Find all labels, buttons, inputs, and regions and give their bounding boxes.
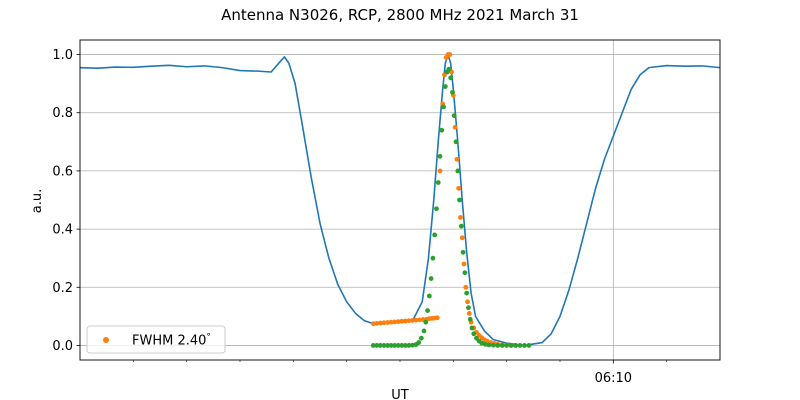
data-point-fwhm (378, 320, 383, 326)
data-point-fit (435, 180, 441, 185)
data-point-fwhm (461, 261, 467, 267)
data-point-fit (450, 89, 455, 95)
data-point-fit (467, 316, 473, 322)
data-point-fit (418, 335, 424, 341)
data-point-fit (430, 255, 436, 261)
data-point-fit (434, 206, 439, 212)
data-point-fit (385, 343, 390, 348)
data-point-fit (513, 343, 518, 348)
data-point-fwhm (463, 284, 469, 290)
data-point-fwhm (456, 185, 462, 191)
data-point-fwhm (452, 124, 458, 130)
data-point-fwhm (413, 317, 419, 323)
data-point-fit (423, 319, 429, 325)
y-axis-label: a.u. (30, 189, 45, 213)
data-point-fit (526, 343, 532, 348)
y-tick-label: 0.2 (52, 281, 73, 296)
data-point-fwhm (406, 318, 412, 324)
data-point-fit (451, 113, 457, 119)
data-point-fit (410, 342, 415, 348)
y-tick-label: 0.0 (52, 339, 73, 354)
data-point-fit (437, 153, 443, 159)
data-point-fit (374, 343, 380, 348)
data-point-fwhm (392, 319, 398, 325)
data-point-fit (446, 66, 452, 72)
data-point-fit (460, 249, 466, 255)
data-point-fit (486, 342, 492, 348)
y-tick-label: 0.6 (52, 164, 73, 179)
plot-series (79, 52, 721, 348)
legend-box (86, 325, 226, 354)
series-line-scan (79, 53, 721, 347)
data-point-fit (482, 341, 488, 347)
data-point-fit (416, 340, 422, 345)
data-point-fwhm (459, 235, 465, 241)
data-point-fit (504, 343, 510, 348)
legend-entry: FWHM 2.40° (132, 333, 211, 349)
data-point-fwhm (410, 318, 415, 323)
legend-label: FWHM 2.40 (132, 334, 206, 349)
data-point-fwhm (447, 52, 453, 57)
data-point-fit (432, 232, 438, 238)
data-point-fit (399, 343, 405, 348)
data-point-fwhm (458, 215, 463, 220)
data-point-fit (495, 343, 501, 348)
data-point-fit (381, 343, 387, 348)
data-point-fwhm (399, 318, 405, 324)
data-point-fit (466, 305, 471, 311)
legend-marker (103, 337, 109, 343)
data-point-fwhm (417, 317, 422, 323)
data-point-fit (395, 343, 401, 348)
data-point-fit (425, 308, 430, 313)
y-tick-label: 1.0 (52, 48, 73, 63)
data-point-fit (464, 290, 470, 296)
data-point-fwhm (437, 168, 443, 174)
data-point-fit (458, 223, 464, 229)
data-point-fit (426, 293, 432, 299)
data-point-fit (522, 343, 527, 348)
data-point-fit (490, 342, 496, 348)
data-point-fit (462, 270, 468, 276)
data-point-fit (370, 343, 376, 348)
data-point-fwhm (395, 319, 401, 324)
data-point-fit (508, 343, 514, 348)
data-point-fit (388, 343, 394, 348)
data-point-fit (448, 75, 454, 81)
x-axis-label: UT (391, 388, 409, 400)
x-tick-label: 06:10 (595, 371, 632, 386)
data-point-fit (421, 328, 427, 334)
data-point-fit (499, 343, 505, 348)
data-point-fwhm (381, 320, 387, 326)
data-point-fwhm (374, 320, 380, 326)
data-point-fit (517, 343, 523, 348)
data-point-fit (453, 139, 459, 145)
y-tick-label: 0.4 (52, 223, 73, 238)
y-tick-label: 0.8 (52, 106, 73, 121)
data-point-fwhm (454, 156, 460, 162)
legend: FWHM 2.40° (86, 325, 226, 354)
data-point-fit (428, 276, 434, 281)
data-point-fwhm (388, 319, 394, 325)
data-point-fit (469, 325, 475, 331)
data-point-fit (402, 343, 408, 348)
data-point-fwhm (465, 299, 470, 305)
data-point-fit (378, 343, 383, 348)
axes: 0.0 0.2 0.4 0.6 0.8 1.0 06:10 (52, 48, 667, 386)
chart-title: Antenna N3026, RCP, 2800 MHz 2021 March … (221, 6, 579, 24)
data-point-fit (392, 343, 398, 348)
data-point-fwhm (466, 311, 472, 316)
data-point-fit (442, 84, 448, 89)
data-point-fit (441, 104, 446, 110)
data-point-fwhm (402, 318, 408, 324)
legend-label-suffix: ° (206, 333, 211, 343)
data-point-fit (457, 197, 462, 203)
data-point-fit (439, 127, 445, 133)
data-point-fwhm (370, 321, 376, 327)
data-point-fit (471, 331, 477, 337)
data-point-fwhm (385, 320, 390, 325)
data-point-fit (406, 343, 412, 348)
data-point-fwhm (434, 315, 440, 321)
data-point-fit (455, 168, 461, 174)
